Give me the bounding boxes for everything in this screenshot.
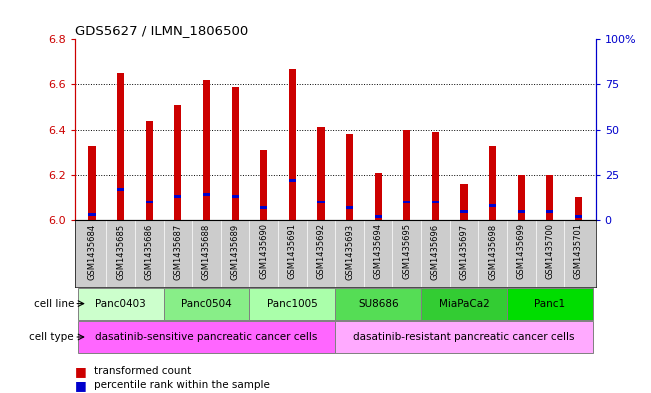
Text: ■: ■ (75, 365, 87, 378)
Bar (546, 209, 553, 213)
Text: Panc1005: Panc1005 (267, 299, 318, 309)
Bar (575, 197, 582, 220)
Text: GSM1435701: GSM1435701 (574, 223, 583, 279)
Bar (260, 206, 268, 209)
Bar (374, 215, 381, 218)
Bar (575, 215, 582, 218)
Bar (260, 150, 268, 220)
Bar (289, 69, 296, 220)
Bar (203, 80, 210, 220)
Bar (346, 134, 353, 220)
Bar (249, 288, 335, 320)
Text: dasatinib-resistant pancreatic cancer cells: dasatinib-resistant pancreatic cancer ce… (353, 332, 575, 342)
Text: MiaPaCa2: MiaPaCa2 (439, 299, 490, 309)
Bar (318, 127, 325, 220)
Bar (203, 193, 210, 196)
Bar (518, 209, 525, 213)
Text: GSM1435699: GSM1435699 (517, 223, 526, 279)
Bar (432, 200, 439, 204)
Text: GDS5627 / ILMN_1806500: GDS5627 / ILMN_1806500 (75, 24, 248, 37)
Text: GSM1435687: GSM1435687 (173, 223, 182, 280)
Bar (335, 321, 593, 353)
Text: ■: ■ (75, 378, 87, 392)
Bar (289, 179, 296, 182)
Bar (489, 204, 496, 207)
Bar (403, 200, 410, 204)
Text: GSM1435694: GSM1435694 (374, 223, 383, 279)
Text: percentile rank within the sample: percentile rank within the sample (94, 380, 270, 390)
Bar (117, 188, 124, 191)
Bar (346, 206, 353, 209)
Text: SU8686: SU8686 (358, 299, 398, 309)
Text: Panc1: Panc1 (534, 299, 566, 309)
Text: GSM1435685: GSM1435685 (116, 223, 125, 279)
Text: GSM1435700: GSM1435700 (546, 223, 555, 279)
Bar (89, 213, 96, 216)
Bar (489, 145, 496, 220)
Text: Panc0504: Panc0504 (181, 299, 232, 309)
Text: GSM1435696: GSM1435696 (431, 223, 440, 279)
Bar (374, 173, 381, 220)
Bar (546, 175, 553, 220)
Text: GSM1435690: GSM1435690 (259, 223, 268, 279)
Text: GSM1435691: GSM1435691 (288, 223, 297, 279)
Bar (174, 195, 182, 198)
Bar (507, 288, 593, 320)
Bar (460, 209, 467, 213)
Bar (432, 132, 439, 220)
Text: GSM1435693: GSM1435693 (345, 223, 354, 279)
Text: GSM1435698: GSM1435698 (488, 223, 497, 279)
Text: cell line: cell line (34, 299, 74, 309)
Text: GSM1435692: GSM1435692 (316, 223, 326, 279)
Bar (77, 321, 335, 353)
Bar (77, 288, 163, 320)
Text: GSM1435689: GSM1435689 (230, 223, 240, 279)
Bar (518, 175, 525, 220)
Text: GSM1435697: GSM1435697 (460, 223, 469, 279)
Text: GSM1435684: GSM1435684 (87, 223, 96, 279)
Text: GSM1435688: GSM1435688 (202, 223, 211, 280)
Bar (117, 73, 124, 220)
Text: GSM1435686: GSM1435686 (145, 223, 154, 280)
Text: Panc0403: Panc0403 (95, 299, 146, 309)
Bar (403, 130, 410, 220)
Bar (146, 200, 153, 204)
Bar (318, 200, 325, 204)
Bar (89, 145, 96, 220)
Bar (460, 184, 467, 220)
Bar (232, 87, 239, 220)
Bar (232, 195, 239, 198)
Text: cell type: cell type (29, 332, 74, 342)
Bar (335, 288, 421, 320)
Text: transformed count: transformed count (94, 366, 191, 376)
Text: dasatinib-sensitive pancreatic cancer cells: dasatinib-sensitive pancreatic cancer ce… (95, 332, 318, 342)
Bar (146, 121, 153, 220)
Bar (163, 288, 249, 320)
Bar (174, 105, 182, 220)
Text: GSM1435695: GSM1435695 (402, 223, 411, 279)
Bar (421, 288, 507, 320)
